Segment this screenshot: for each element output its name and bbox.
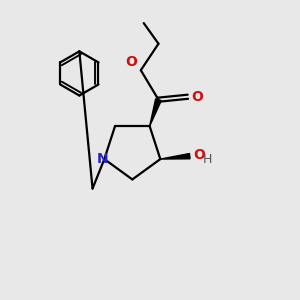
Text: O: O [191,90,203,104]
Text: N: N [97,152,109,166]
Polygon shape [160,154,190,159]
Polygon shape [150,99,161,126]
Text: H: H [202,153,212,166]
Text: O: O [125,55,137,69]
Text: O: O [193,148,205,162]
